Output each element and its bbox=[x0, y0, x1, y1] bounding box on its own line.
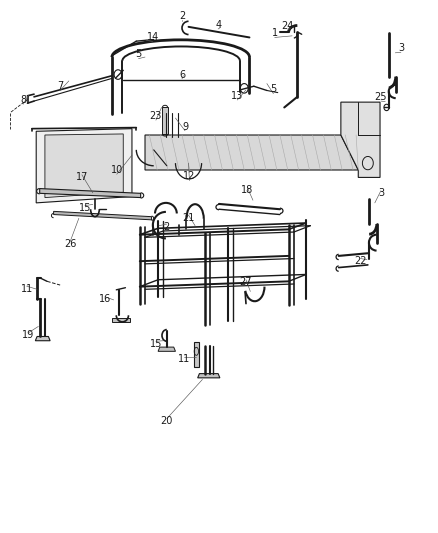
Polygon shape bbox=[162, 108, 168, 134]
Text: 12: 12 bbox=[183, 172, 196, 181]
Text: 15: 15 bbox=[79, 203, 91, 213]
Text: 20: 20 bbox=[161, 416, 173, 426]
Text: 17: 17 bbox=[76, 172, 88, 182]
Polygon shape bbox=[341, 102, 380, 177]
Text: 2: 2 bbox=[164, 222, 170, 232]
Text: 5: 5 bbox=[270, 84, 276, 94]
Text: 9: 9 bbox=[182, 122, 188, 132]
Text: 16: 16 bbox=[99, 294, 111, 304]
Text: 3: 3 bbox=[378, 188, 384, 198]
Polygon shape bbox=[158, 347, 176, 351]
Text: 11: 11 bbox=[21, 284, 33, 294]
Text: 19: 19 bbox=[22, 330, 35, 341]
Text: 4: 4 bbox=[215, 20, 221, 30]
Text: 5: 5 bbox=[135, 50, 141, 59]
Text: 21: 21 bbox=[182, 213, 195, 223]
Polygon shape bbox=[145, 135, 358, 170]
Text: 24: 24 bbox=[282, 21, 294, 31]
Text: 13: 13 bbox=[231, 91, 244, 101]
Polygon shape bbox=[113, 318, 130, 322]
Text: 8: 8 bbox=[20, 95, 26, 105]
Text: 14: 14 bbox=[147, 33, 159, 43]
Polygon shape bbox=[198, 374, 220, 378]
Text: 6: 6 bbox=[179, 70, 185, 79]
Polygon shape bbox=[53, 212, 152, 220]
Text: 22: 22 bbox=[354, 256, 367, 266]
Polygon shape bbox=[194, 342, 199, 367]
Text: 23: 23 bbox=[150, 111, 162, 121]
Text: 1: 1 bbox=[272, 28, 278, 38]
Text: 11: 11 bbox=[178, 354, 190, 364]
Polygon shape bbox=[36, 128, 132, 203]
Polygon shape bbox=[45, 134, 123, 198]
Text: 18: 18 bbox=[241, 185, 254, 195]
Text: 3: 3 bbox=[398, 43, 404, 53]
Text: 7: 7 bbox=[57, 81, 63, 91]
Text: 2: 2 bbox=[179, 11, 185, 21]
Text: 25: 25 bbox=[374, 92, 387, 102]
Text: 26: 26 bbox=[64, 239, 76, 249]
Text: 10: 10 bbox=[111, 165, 123, 175]
Polygon shape bbox=[40, 189, 141, 198]
Text: 15: 15 bbox=[150, 339, 162, 349]
Polygon shape bbox=[35, 336, 50, 341]
Text: 27: 27 bbox=[240, 277, 252, 287]
